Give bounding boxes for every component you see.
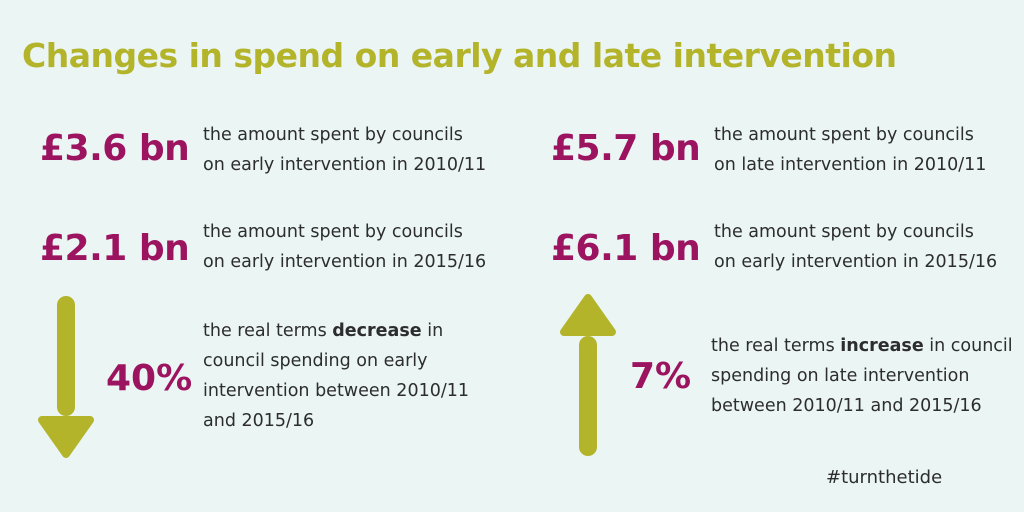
early-change-line1-pre: the real terms: [203, 321, 333, 341]
late-change-word: increase: [840, 336, 924, 356]
late-change-line1-pre: the real terms: [711, 336, 841, 356]
late-change-line2: spending on late intervention: [711, 366, 970, 386]
arrow-down-shaft: [57, 296, 75, 416]
early-change-word: decrease: [332, 321, 422, 341]
early-desc-2015-line2: on early intervention in 2015/16: [203, 252, 487, 272]
early-desc-2015-line1: the amount spent by councils: [203, 222, 463, 242]
early-change-line1-post: in: [421, 321, 444, 341]
arrow-down-head: [38, 416, 94, 458]
late-change-line3: between 2010/11 and 2015/16: [711, 396, 982, 416]
hashtag: #turnthetide: [826, 467, 943, 488]
early-amount-2015: £2.1 bn: [40, 228, 190, 269]
late-amount-2015: £6.1 bn: [551, 228, 701, 269]
early-desc-2010-line2: on early intervention in 2010/11: [203, 155, 487, 175]
late-change-desc: the real terms increase in council spend…: [711, 331, 1013, 421]
early-change-desc: the real terms decrease in council spend…: [203, 316, 469, 436]
arrow-up-shaft: [579, 336, 597, 456]
early-change-line2: council spending on early: [203, 351, 428, 371]
early-change-percent: 40%: [106, 358, 193, 399]
late-amount-2010: £5.7 bn: [551, 128, 701, 169]
late-change-percent: 7%: [630, 356, 692, 397]
early-change-line4: and 2015/16: [203, 411, 315, 431]
early-change-line3: intervention between 2010/11: [203, 381, 470, 401]
late-desc-2010-line2: on late intervention in 2010/11: [714, 155, 987, 175]
late-desc-2010-line1: the amount spent by councils: [714, 125, 974, 145]
early-desc-2010: the amount spent by councils on early in…: [203, 120, 486, 180]
early-desc-2015: the amount spent by councils on early in…: [203, 217, 486, 277]
late-desc-2015-line2: on early intervention in 2015/16: [714, 252, 998, 272]
late-change-line1-post: in council: [923, 336, 1013, 356]
early-amount-2010: £3.6 bn: [40, 128, 190, 169]
late-desc-2010: the amount spent by councils on late int…: [714, 120, 986, 180]
page-title: Changes in spend on early and late inter…: [22, 36, 897, 75]
arrow-up-icon: [560, 294, 616, 456]
arrow-up-head: [560, 294, 616, 336]
early-desc-2010-line1: the amount spent by councils: [203, 125, 463, 145]
late-desc-2015-line1: the amount spent by councils: [714, 222, 974, 242]
arrow-down-icon: [38, 296, 94, 458]
late-desc-2015: the amount spent by councils on early in…: [714, 217, 997, 277]
late-change-line1: the real terms increase in council: [711, 331, 1013, 361]
early-change-line1: the real terms decrease in: [203, 316, 469, 346]
